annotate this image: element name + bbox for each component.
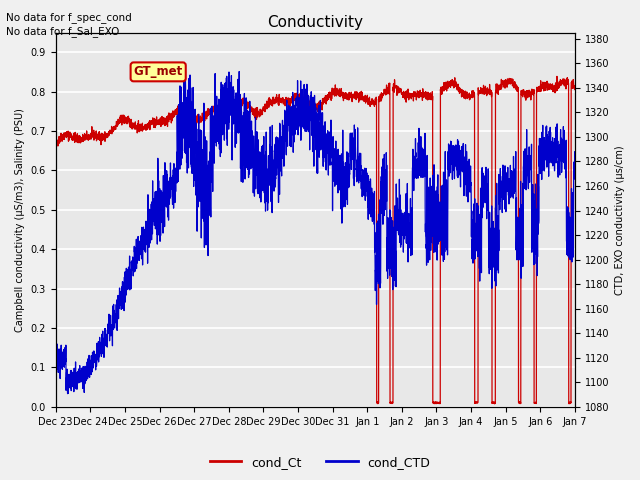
Text: No data for f_Sal_EXO: No data for f_Sal_EXO — [6, 26, 120, 37]
Title: Conductivity: Conductivity — [268, 15, 364, 30]
Legend: cond_Ct, cond_CTD: cond_Ct, cond_CTD — [205, 451, 435, 474]
Y-axis label: CTD, EXO conductivity (μs/cm): CTD, EXO conductivity (μs/cm) — [615, 145, 625, 295]
Text: No data for f_spec_cond: No data for f_spec_cond — [6, 12, 132, 23]
Text: GT_met: GT_met — [134, 65, 183, 78]
Y-axis label: Campbell conductivity (μS/m3), Salinity (PSU): Campbell conductivity (μS/m3), Salinity … — [15, 108, 25, 332]
